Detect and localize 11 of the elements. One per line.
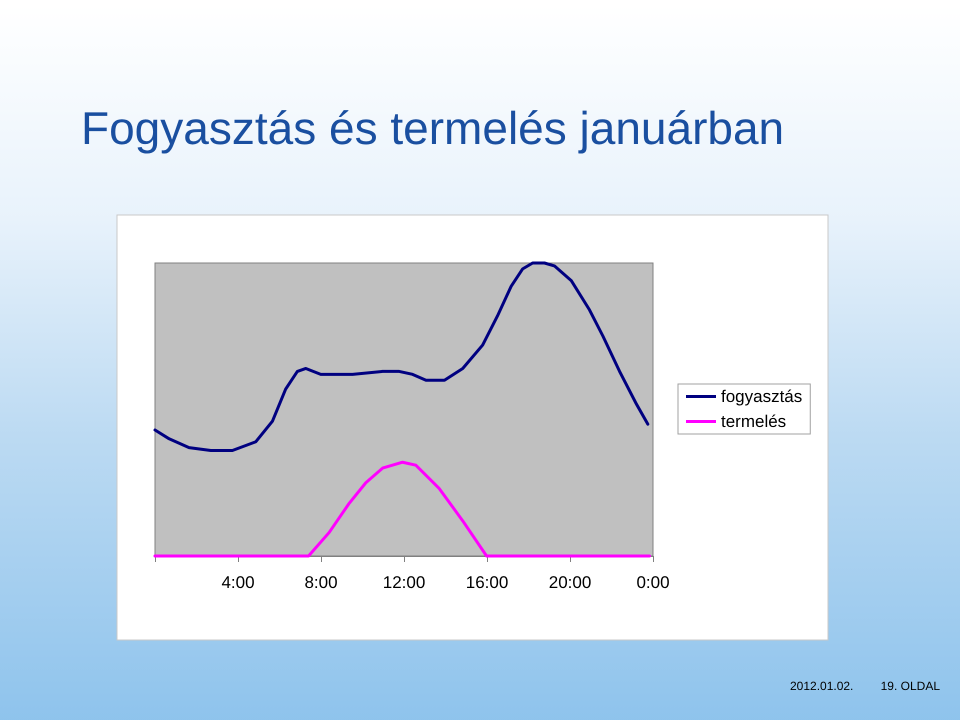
- x-tick-label: 20:00: [548, 573, 592, 592]
- x-tick-label: 12:00: [382, 573, 426, 592]
- legend-label: termelés: [721, 412, 786, 431]
- x-tick-label: 4:00: [221, 573, 255, 592]
- legend-label: fogyasztás: [721, 387, 802, 406]
- chart-title: Fogyasztás és termelés januárban: [81, 102, 784, 154]
- x-tick-label: 16:00: [466, 573, 508, 592]
- x-tick-label: 8:00: [304, 573, 338, 592]
- x-tick-label: 0:00: [636, 573, 670, 592]
- text: 19. OLDAL: [880, 679, 940, 693]
- text: 2012.01.02.: [790, 679, 854, 693]
